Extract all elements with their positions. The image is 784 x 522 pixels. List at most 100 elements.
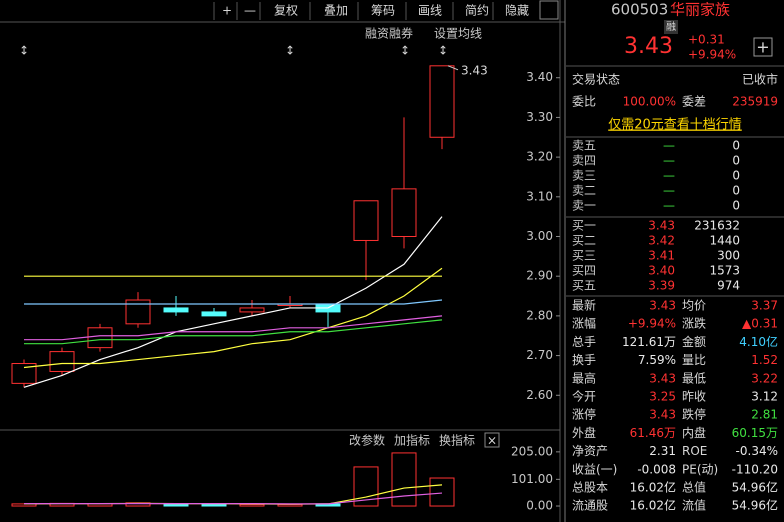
stat-label: 涨幅 bbox=[572, 316, 596, 331]
book-label: 卖二 bbox=[572, 184, 596, 198]
stat-label: 换手 bbox=[572, 353, 596, 367]
stat-label: 量比 bbox=[682, 353, 706, 367]
book-volume: 300 bbox=[717, 249, 740, 263]
book-volume: 0 bbox=[732, 154, 740, 168]
candle-body bbox=[391, 188, 417, 237]
stat-label: 金额 bbox=[682, 334, 706, 349]
price-annotation: 3.43 bbox=[461, 63, 488, 77]
book-price: — bbox=[663, 139, 675, 153]
book-label: 买二 bbox=[572, 234, 596, 248]
stat-label: 流通股 bbox=[572, 499, 608, 513]
y-tick-label: 3.40 bbox=[526, 70, 553, 84]
moving-average bbox=[24, 299, 443, 305]
book-label: 买四 bbox=[572, 264, 596, 278]
toolbar-button[interactable]: 画线 bbox=[418, 4, 442, 18]
candle-body bbox=[239, 307, 265, 313]
indicator-link[interactable]: 换指标 bbox=[439, 433, 475, 448]
add-icon[interactable]: + bbox=[756, 38, 769, 57]
stat-value: 3.43 bbox=[649, 299, 676, 313]
add-button[interactable] bbox=[753, 37, 773, 57]
book-volume: 231632 bbox=[694, 219, 740, 233]
toolbar-button[interactable]: + bbox=[222, 4, 232, 18]
candle-body bbox=[429, 65, 455, 138]
close-box[interactable] bbox=[484, 432, 500, 448]
moving-average bbox=[24, 492, 443, 505]
moving-average bbox=[24, 319, 443, 345]
stat-value: 16.02亿 bbox=[630, 480, 676, 495]
book-label: 买一 bbox=[572, 219, 596, 233]
book-volume: 974 bbox=[717, 279, 740, 293]
y-tick-label: 2.70 bbox=[526, 348, 553, 362]
indicator-link[interactable]: 加指标 bbox=[394, 433, 430, 448]
volume-bar bbox=[391, 452, 417, 507]
stat-value: 16.02亿 bbox=[630, 498, 676, 513]
status-label: 交易状态 bbox=[572, 72, 620, 87]
moving-average bbox=[23, 267, 443, 369]
stat-value: 60.15万 bbox=[732, 426, 778, 440]
stat-label: 跌停 bbox=[682, 407, 706, 422]
stat-value: +9.94% bbox=[628, 317, 676, 331]
book-label: 买五 bbox=[572, 279, 596, 293]
toolbar-button[interactable]: 简约 bbox=[465, 3, 489, 18]
book-price: — bbox=[663, 154, 675, 168]
marker: ↕ bbox=[438, 44, 448, 58]
stat-value: 61.46万 bbox=[630, 426, 676, 440]
volume-bar bbox=[201, 503, 227, 507]
chart-link[interactable]: 融资融券 bbox=[365, 26, 413, 41]
toolbar-button[interactable]: 筹码 bbox=[371, 4, 395, 18]
toolbar-button[interactable]: 叠加 bbox=[324, 4, 348, 18]
book-price: 3.41 bbox=[648, 249, 675, 263]
marker: ↕ bbox=[19, 44, 29, 58]
candle-body bbox=[201, 311, 227, 317]
stat-value: 3.43 bbox=[649, 408, 676, 422]
stat-label: 净资产 bbox=[572, 444, 608, 458]
change: +0.31 bbox=[688, 33, 725, 47]
stat-value: 121.61万 bbox=[622, 335, 676, 349]
ratio-cell: 委比 bbox=[572, 95, 596, 109]
candle-body bbox=[353, 200, 379, 241]
book-price: 3.42 bbox=[648, 234, 675, 248]
volume-bar bbox=[239, 503, 265, 507]
stat-label: 最高 bbox=[572, 370, 596, 385]
stat-value: 3.37 bbox=[751, 299, 778, 313]
fullscreen-icon[interactable] bbox=[539, 0, 559, 20]
change-pct: +9.94% bbox=[688, 48, 736, 62]
book-price: 3.39 bbox=[648, 279, 675, 293]
y-tick-label: 2.80 bbox=[526, 308, 553, 322]
close-icon[interactable]: × bbox=[487, 434, 497, 448]
stat-label: 总值 bbox=[682, 480, 706, 495]
promo-link[interactable]: 仅需20元查看十档行情 bbox=[608, 117, 742, 133]
toolbar-button[interactable]: 复权 bbox=[274, 4, 298, 18]
collapse-arrows: ↕ ↕ ↕ ↕ bbox=[19, 44, 448, 58]
book-label: 买三 bbox=[572, 249, 596, 263]
candle-body bbox=[125, 299, 151, 325]
stat-label: 总手 bbox=[572, 335, 596, 349]
indicator-link[interactable]: 改参数 bbox=[349, 433, 385, 448]
stat-value: 54.96亿 bbox=[732, 480, 778, 495]
stat-label: 最新 bbox=[572, 298, 596, 313]
book-label: 卖一 bbox=[572, 199, 596, 213]
volume-bar bbox=[429, 477, 455, 507]
stat-label: 涨跌 bbox=[682, 316, 706, 331]
book-volume: 0 bbox=[732, 199, 740, 213]
stat-label: 涨停 bbox=[572, 407, 596, 422]
price: 3.43 bbox=[624, 34, 673, 59]
moving-average bbox=[24, 315, 443, 341]
book-price: — bbox=[663, 199, 675, 213]
candle-body bbox=[163, 307, 189, 313]
book-label: 卖三 bbox=[572, 169, 596, 183]
chart-link[interactable]: 设置均线 bbox=[434, 27, 482, 41]
candle-body bbox=[87, 327, 113, 349]
book-volume: 0 bbox=[732, 139, 740, 153]
toolbar-button[interactable]: 隐藏 bbox=[505, 4, 529, 18]
stat-label: 收益(一) bbox=[572, 462, 617, 476]
candle-body bbox=[49, 351, 75, 372]
toolbar-button[interactable]: — bbox=[244, 4, 256, 18]
stat-value: 4.10亿 bbox=[739, 334, 778, 349]
stat-label: 流值 bbox=[682, 498, 706, 513]
y-tick-label: 2.90 bbox=[526, 269, 553, 283]
book-price: — bbox=[663, 184, 675, 198]
